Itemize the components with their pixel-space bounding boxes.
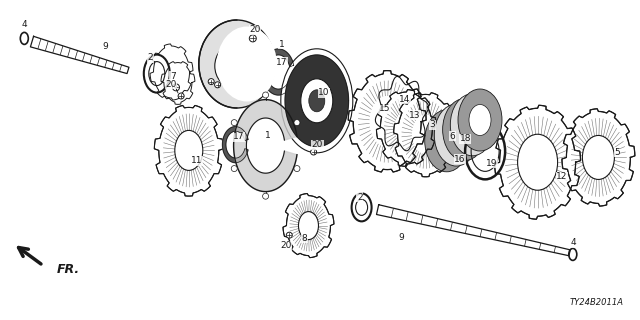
Ellipse shape [500,108,575,216]
Circle shape [310,149,317,155]
Text: 20: 20 [165,80,177,89]
Text: 7: 7 [170,72,175,81]
Ellipse shape [154,46,189,98]
Ellipse shape [215,44,253,88]
Circle shape [178,93,184,99]
Ellipse shape [451,94,494,156]
Text: 16: 16 [454,155,466,164]
Ellipse shape [436,125,458,156]
Ellipse shape [435,104,478,166]
Text: 17: 17 [233,132,244,141]
Text: 20: 20 [280,241,292,250]
Polygon shape [285,55,349,147]
Circle shape [286,232,292,238]
Circle shape [231,120,237,126]
Ellipse shape [353,74,421,170]
Ellipse shape [159,108,219,193]
Text: 1: 1 [265,131,270,140]
Text: 2: 2 [148,53,153,62]
Text: 3: 3 [430,120,435,129]
Ellipse shape [566,111,630,204]
Ellipse shape [159,108,219,193]
Polygon shape [376,90,436,166]
Ellipse shape [443,99,486,161]
Polygon shape [394,93,458,177]
Text: 4: 4 [22,20,27,28]
Text: 8: 8 [302,234,307,243]
Text: 2: 2 [357,193,362,202]
Circle shape [231,165,237,172]
Circle shape [208,79,214,84]
Polygon shape [495,105,580,219]
Ellipse shape [281,49,353,153]
Polygon shape [283,194,334,258]
Polygon shape [394,93,458,177]
Polygon shape [31,36,129,74]
Polygon shape [348,71,426,172]
Ellipse shape [566,111,630,204]
Ellipse shape [353,74,421,170]
Ellipse shape [380,92,433,164]
Text: 19: 19 [486,159,497,168]
Ellipse shape [287,196,330,256]
Polygon shape [376,205,570,256]
Circle shape [294,165,300,172]
Circle shape [294,120,300,126]
Text: 9: 9 [399,233,404,242]
Text: 11: 11 [191,156,203,165]
Ellipse shape [287,196,330,256]
Polygon shape [262,49,294,95]
Text: 15: 15 [379,104,390,113]
Ellipse shape [397,94,454,174]
Polygon shape [154,105,223,196]
Ellipse shape [301,79,333,123]
Polygon shape [495,105,580,219]
Ellipse shape [425,110,468,172]
Ellipse shape [397,94,454,174]
Ellipse shape [309,90,325,112]
Text: 17: 17 [276,58,287,67]
Text: 20: 20 [249,25,260,34]
Text: 9: 9 [103,42,108,51]
Circle shape [262,193,269,199]
Polygon shape [150,44,193,100]
Text: 1: 1 [279,40,284,49]
Ellipse shape [500,108,575,216]
Ellipse shape [469,105,491,135]
Polygon shape [161,62,195,104]
Text: 14: 14 [399,95,410,104]
Polygon shape [234,100,297,192]
Ellipse shape [454,114,476,145]
Polygon shape [223,127,248,163]
Circle shape [262,92,269,98]
Text: FR.: FR. [57,263,81,276]
Ellipse shape [445,120,467,150]
Polygon shape [376,90,436,166]
Text: 5: 5 [614,148,620,156]
Ellipse shape [217,27,277,101]
Polygon shape [154,105,223,196]
Ellipse shape [199,20,275,108]
Ellipse shape [164,63,192,102]
Text: 18: 18 [460,134,471,143]
Text: 10: 10 [318,88,330,97]
Polygon shape [348,71,426,172]
Ellipse shape [461,109,483,140]
Circle shape [214,82,221,88]
Ellipse shape [380,92,433,164]
Circle shape [173,84,179,91]
Text: 12: 12 [556,172,568,181]
Ellipse shape [458,89,502,151]
Text: 4: 4 [571,238,576,247]
Polygon shape [562,109,635,206]
Circle shape [250,35,256,42]
Text: 20: 20 [312,140,323,149]
Polygon shape [283,194,334,258]
Text: 13: 13 [409,111,420,120]
Polygon shape [562,109,635,206]
Text: TY24B2011A: TY24B2011A [570,298,624,307]
Text: 6: 6 [450,132,455,140]
